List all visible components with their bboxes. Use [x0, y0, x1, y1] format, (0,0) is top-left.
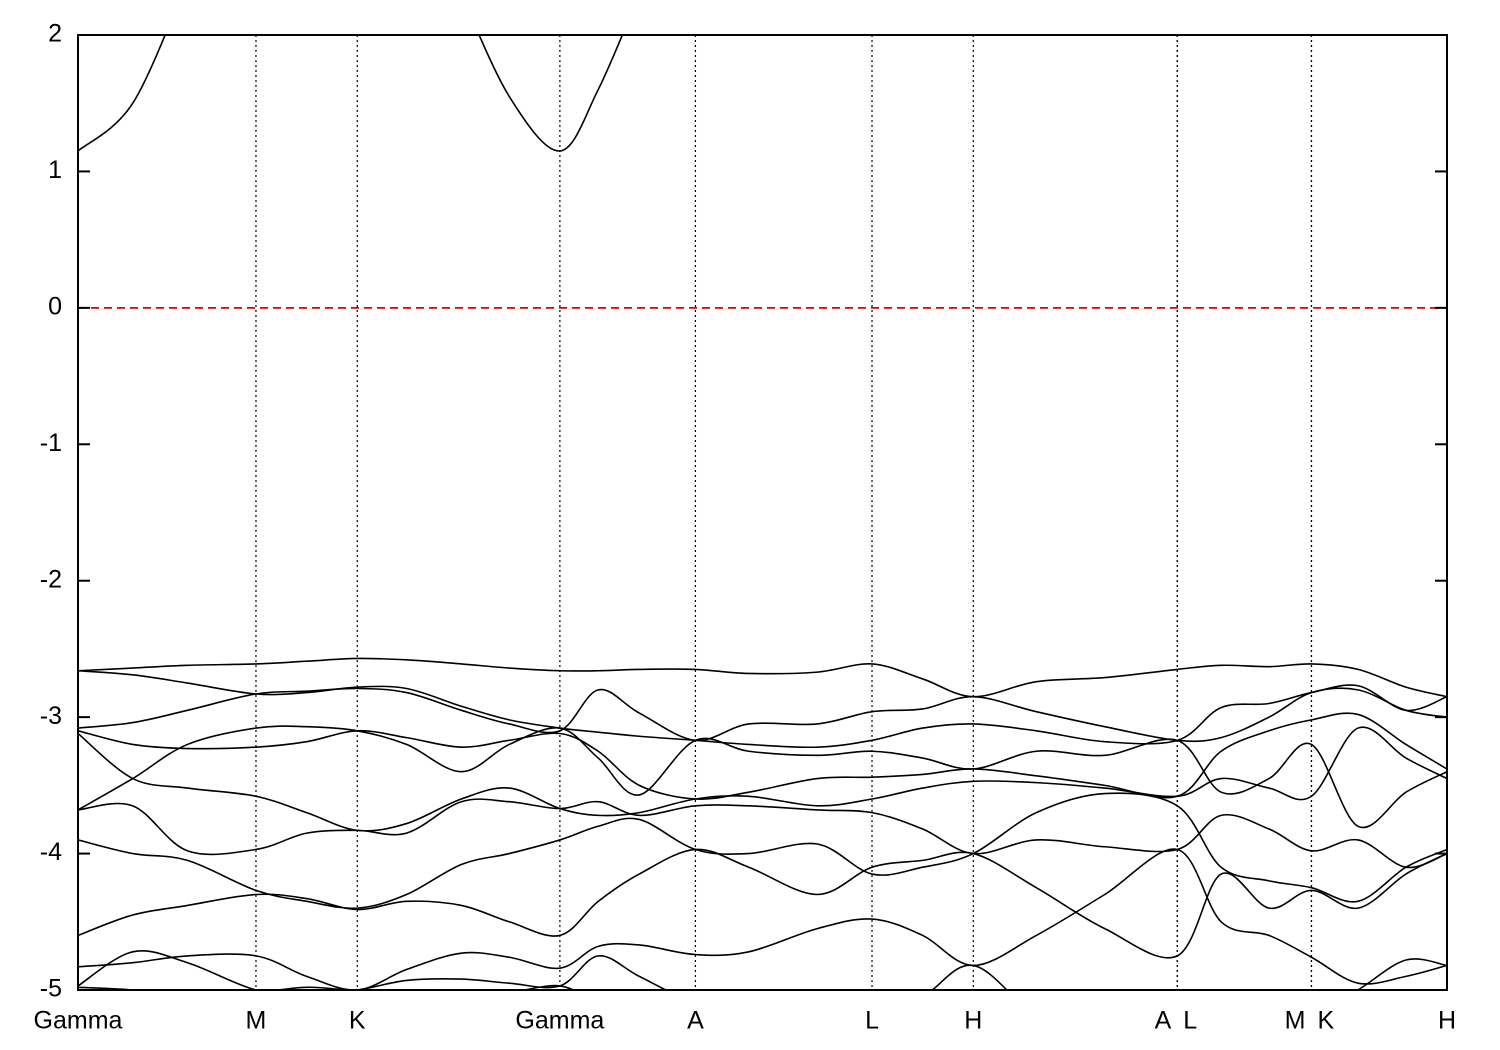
band-line — [78, 726, 1447, 832]
grid-layer — [78, 35, 1447, 990]
band-line — [78, 798, 1447, 869]
band-line — [78, 687, 1447, 743]
y-tick-label: -3 — [40, 702, 62, 730]
x-tick-label: L — [865, 1007, 879, 1035]
bands-layer — [78, 35, 1447, 990]
x-tick-label: H — [1438, 1007, 1456, 1035]
x-tick-label: Gamma — [515, 1007, 604, 1035]
x-tick-label: A — [1155, 1007, 1172, 1035]
band-line — [78, 657, 1447, 698]
band-line — [78, 35, 624, 152]
band-line — [78, 669, 1447, 749]
plot-frame — [77, 34, 1448, 991]
y-tick-label: -4 — [40, 838, 62, 866]
x-tick-label: H — [964, 1007, 982, 1035]
y-tick-label: -2 — [40, 565, 62, 593]
x-tick-label: L — [1183, 1007, 1197, 1035]
band-line — [78, 848, 1447, 990]
y-tick-label: -1 — [40, 429, 62, 457]
band-line — [78, 712, 1447, 800]
y-tick-label: 0 — [48, 292, 62, 320]
x-tick-label: Gamma — [34, 1007, 123, 1035]
x-tick-label: A — [687, 1007, 704, 1035]
x-tick-label: K — [1317, 1007, 1334, 1035]
y-tick-label: 2 — [48, 20, 62, 48]
x-tick-label: M — [246, 1007, 267, 1035]
band-line — [78, 848, 1447, 959]
y-tick-label: 1 — [48, 156, 62, 184]
x-tick-label: K — [349, 1007, 366, 1035]
x-tick-label: M — [1285, 1007, 1306, 1035]
y-tick-label: -5 — [40, 975, 62, 1003]
band-line — [78, 725, 1447, 829]
band-line — [78, 792, 1447, 910]
